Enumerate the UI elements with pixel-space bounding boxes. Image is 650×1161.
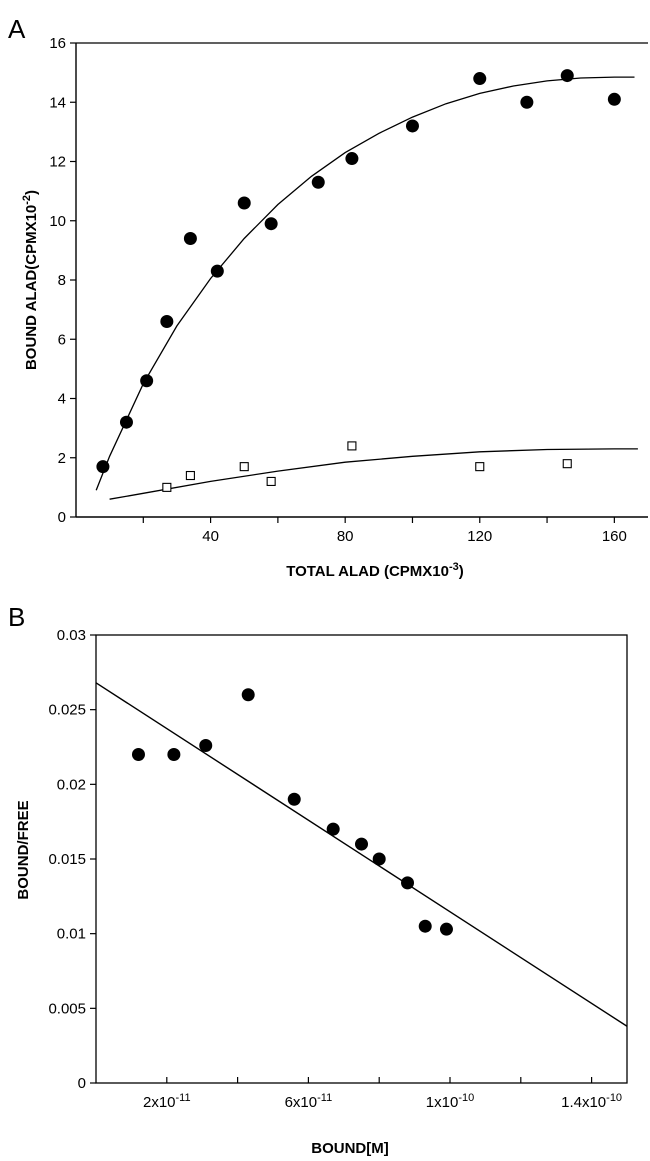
chart-a-point-circle [311,175,325,189]
chart-a-x-axis-label-exponent: -3 [449,561,459,573]
chart-b-x-tick-label-base: 2x10 [143,1094,176,1111]
chart-a-y-axis-label-suffix: ) [23,190,40,195]
chart-a-x-tick-label: 120 [467,528,492,545]
chart-a-x-axis-label-base: TOTAL ALAD (CPMX10 [286,563,449,580]
chart-b-point-circle [241,688,255,702]
chart-b-x-tick-label-exponent: -11 [317,1092,332,1104]
chart-a-point-circle [264,217,278,231]
chart-a-y-tick-label: 14 [49,94,66,111]
chart-a-point-square [347,441,357,451]
chart-a: 0 2 4 6 8 10 12 14 16 40 80 120 160 TOTAL ALAD (CPMX1… [21,35,648,580]
chart-a-x-tick-label: 160 [602,528,627,545]
chart-a-point-square [162,482,172,492]
chart-a-fit-curve-1 [95,76,635,491]
chart-a-y-axis-label-exponent: -2 [21,195,33,205]
chart-b-fit-line [95,682,628,1027]
chart-a-x-tick-label: 80 [337,528,354,545]
chart-a-point-square [239,462,249,472]
chart-a-point-circle [183,232,197,246]
chart-a-point-square [266,476,276,487]
chart-a-y-axis-label-base: BOUND ALAD(CPMX10 [23,205,40,370]
chart-a-point-circle [210,264,224,278]
chart-b-point-circle [401,876,415,890]
chart-a-point-circle [405,119,419,133]
chart-b-y-tick-label: 0 [78,1075,86,1092]
chart-a-point-circle [140,374,154,388]
chart-a-point-circle [345,152,359,166]
chart-a-y-tick-label: 4 [58,391,66,408]
chart-a-y-tick-label: 6 [58,331,66,348]
chart-a-y-tick-label: 2 [58,450,66,467]
chart-b-point-circle [355,837,368,851]
chart-b-x-tick-label-exponent: -10 [458,1092,474,1104]
chart-a-point-square [562,459,572,469]
chart-b-frame [95,634,628,1084]
chart-a-y-tick-label: 0 [58,509,66,526]
chart-b-x-tick-label: 1x10-10 [426,1092,474,1111]
chart-b-x-tick-label-base: 6x10 [285,1094,318,1111]
chart-b-y-axis-label: BOUND/FREE [15,800,32,899]
chart-b-x-tick-label: 1.4x10-10 [561,1092,622,1111]
chart-b-x-tick-label-exponent: -10 [606,1092,622,1104]
chart-a-point-circle [473,72,487,86]
chart-a-point-circle [119,415,133,429]
chart-a-x-axis-label-suffix: ) [459,563,464,580]
chart-a-point-square [185,470,195,481]
chart-b-point-circle [167,747,181,761]
chart-a-x-axis-label: TOTAL ALAD (CPMX10-3) [286,561,464,580]
chart-b-point-circle [199,739,213,753]
chart-a-y-tick-label: 10 [49,213,66,230]
panel-b-letter: B [8,602,25,632]
chart-a-point-circle [520,95,534,109]
chart-a-point-circle [237,196,251,210]
chart-b-y-tick-label: 0.005 [48,1000,86,1017]
chart-b-y-tick-label: 0.01 [57,926,86,943]
chart-b-point-circle [287,792,301,806]
chart-b-x-axis-label: BOUND[M] [311,1140,388,1157]
chart-b-y-tick-label: 0.025 [48,702,86,719]
chart-b-point-circle [418,919,432,933]
chart-a-y-tick-label: 8 [58,272,66,289]
panel-a-letter: A [8,14,26,44]
chart-b-point-circle [326,822,340,836]
chart-a-fit-curve-2 [109,448,638,500]
chart-b-y-tick-label: 0.02 [57,776,86,793]
chart-b-y-tick-label: 0.03 [57,627,86,644]
chart-b-x-tick-label-base: 1x10 [426,1094,459,1111]
chart-b-x-tick-label-exponent: -11 [176,1092,191,1104]
chart-b-y-tick-label: 0.015 [48,851,86,868]
chart-b-x-tick-label-base: 1.4x10 [561,1094,606,1111]
chart-a-point-circle [96,460,110,474]
chart-a-x-tick-label: 40 [202,528,219,545]
chart-a-y-tick-label: 16 [49,35,66,52]
chart-a-point-square [475,462,485,472]
chart-a-point-circle [160,314,174,328]
chart-b-point-circle [131,747,145,761]
chart-a-point-circle [560,69,574,83]
chart-a-y-axis-label: BOUND ALAD(CPMX10-2) [21,190,40,370]
chart-a-point-circle [607,92,621,106]
chart-b-x-tick-label: 2x10-11 [143,1092,191,1111]
chart-b-point-circle [439,922,453,936]
chart-b-point-circle [372,852,386,866]
chart-a-y-tick-label: 12 [49,154,66,171]
chart-b-x-tick-label: 6x10-11 [285,1092,333,1111]
